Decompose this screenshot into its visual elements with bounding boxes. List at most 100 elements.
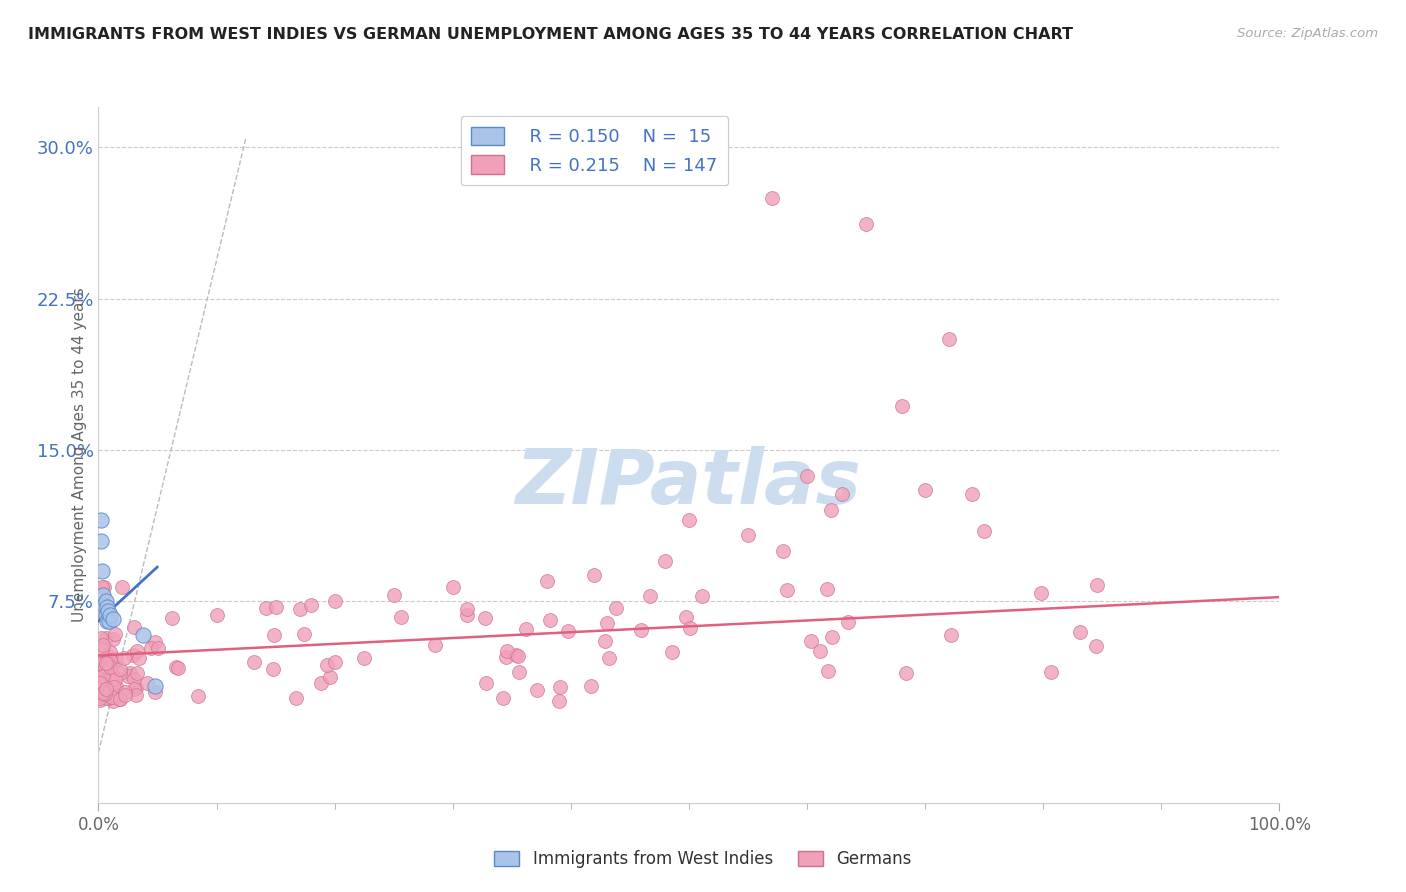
Point bbox=[103, 685, 125, 699]
Point bbox=[382, 588, 405, 602]
Point bbox=[820, 630, 842, 644]
Point bbox=[93, 638, 115, 652]
Point bbox=[675, 609, 697, 624]
Point bbox=[93, 660, 115, 674]
Point bbox=[855, 217, 877, 231]
Point bbox=[97, 604, 120, 618]
Point bbox=[124, 681, 146, 696]
Point bbox=[124, 682, 146, 697]
Point bbox=[122, 619, 145, 633]
Point bbox=[94, 594, 117, 608]
Point bbox=[962, 487, 984, 501]
Point bbox=[89, 690, 111, 705]
Point bbox=[128, 651, 150, 665]
Point bbox=[319, 670, 342, 684]
Point bbox=[94, 632, 117, 646]
Point bbox=[112, 651, 135, 665]
Point bbox=[536, 574, 558, 588]
Point bbox=[132, 628, 155, 642]
Point bbox=[630, 623, 652, 637]
Point bbox=[496, 643, 519, 657]
Point bbox=[595, 633, 617, 648]
Point bbox=[94, 608, 117, 623]
Point bbox=[914, 483, 936, 498]
Point bbox=[284, 691, 307, 706]
Point bbox=[579, 679, 602, 693]
Point bbox=[91, 564, 114, 578]
Point bbox=[93, 652, 115, 666]
Point bbox=[91, 580, 114, 594]
Point bbox=[323, 594, 346, 608]
Point bbox=[94, 656, 117, 670]
Point bbox=[292, 626, 315, 640]
Point bbox=[96, 615, 118, 629]
Point bbox=[692, 589, 714, 603]
Point bbox=[89, 684, 111, 698]
Point bbox=[98, 690, 121, 705]
Point bbox=[104, 679, 127, 693]
Point bbox=[100, 652, 122, 666]
Point bbox=[97, 648, 120, 663]
Point bbox=[515, 622, 537, 636]
Point bbox=[98, 660, 121, 674]
Point bbox=[263, 627, 285, 641]
Legend:   R = 0.150    N =  15,   R = 0.215    N = 147: R = 0.150 N = 15, R = 0.215 N = 147 bbox=[461, 116, 728, 186]
Point bbox=[104, 689, 127, 703]
Point bbox=[598, 650, 620, 665]
Point bbox=[91, 669, 114, 683]
Point bbox=[167, 661, 190, 675]
Point bbox=[800, 634, 823, 648]
Point bbox=[146, 640, 169, 655]
Point bbox=[94, 691, 117, 706]
Point bbox=[90, 533, 112, 548]
Point bbox=[737, 527, 759, 541]
Point bbox=[98, 608, 121, 623]
Point bbox=[93, 598, 115, 612]
Point bbox=[506, 648, 529, 663]
Point bbox=[205, 608, 228, 623]
Point bbox=[815, 582, 838, 597]
Point bbox=[103, 681, 125, 695]
Text: IMMIGRANTS FROM WEST INDIES VS GERMAN UNEMPLOYMENT AMONG AGES 35 TO 44 YEARS COR: IMMIGRANTS FROM WEST INDIES VS GERMAN UN… bbox=[28, 27, 1073, 42]
Point bbox=[796, 469, 818, 483]
Point bbox=[104, 626, 127, 640]
Point bbox=[894, 666, 917, 681]
Point bbox=[94, 687, 117, 701]
Point bbox=[425, 638, 447, 652]
Point bbox=[101, 668, 124, 682]
Point bbox=[938, 332, 960, 346]
Point bbox=[262, 662, 284, 676]
Point bbox=[187, 689, 209, 703]
Point bbox=[110, 666, 132, 681]
Point bbox=[89, 674, 111, 689]
Point bbox=[1069, 624, 1091, 639]
Point bbox=[101, 632, 124, 647]
Point bbox=[98, 645, 121, 659]
Point bbox=[118, 666, 141, 681]
Point bbox=[243, 655, 266, 669]
Point bbox=[110, 662, 132, 676]
Point bbox=[93, 580, 115, 594]
Point bbox=[817, 665, 839, 679]
Point bbox=[890, 399, 912, 413]
Point bbox=[94, 682, 117, 697]
Point bbox=[353, 651, 375, 665]
Point bbox=[548, 693, 571, 707]
Point bbox=[111, 580, 134, 594]
Point bbox=[89, 672, 111, 686]
Point bbox=[90, 641, 112, 656]
Point bbox=[475, 675, 498, 690]
Point bbox=[638, 590, 661, 604]
Point bbox=[89, 676, 111, 690]
Point bbox=[679, 621, 702, 635]
Point bbox=[1085, 639, 1108, 653]
Point bbox=[108, 692, 131, 706]
Point bbox=[125, 665, 148, 680]
Point bbox=[143, 635, 166, 649]
Point bbox=[595, 616, 617, 631]
Point bbox=[101, 612, 124, 626]
Point bbox=[89, 604, 111, 618]
Point bbox=[557, 624, 579, 639]
Point bbox=[139, 641, 162, 656]
Point bbox=[1039, 665, 1062, 679]
